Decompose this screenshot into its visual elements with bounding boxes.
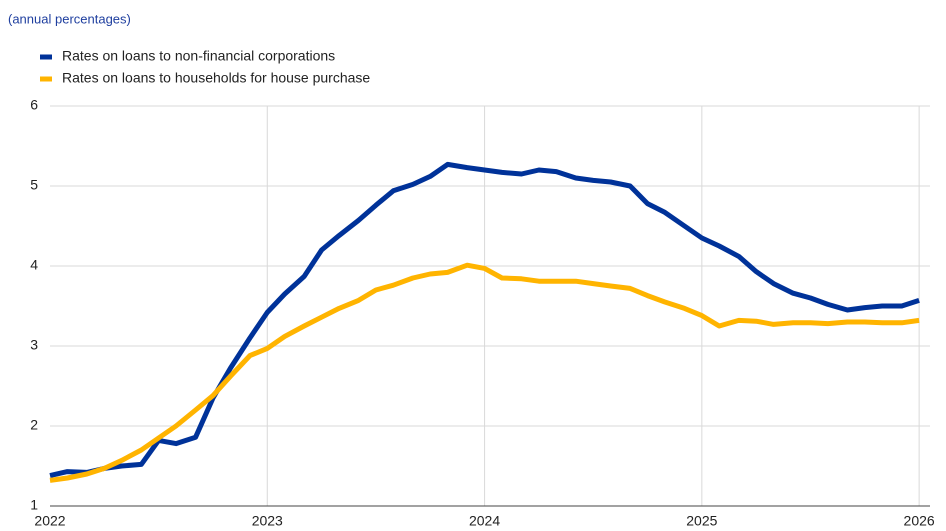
y-tick-label: 3 bbox=[30, 337, 38, 353]
y-tick-label: 4 bbox=[30, 257, 38, 273]
x-tick-label: 2025 bbox=[686, 513, 717, 529]
x-tick-label: 2026 bbox=[904, 513, 935, 529]
y-tick-label: 2 bbox=[30, 417, 38, 433]
x-tick-label: 2022 bbox=[34, 513, 65, 529]
y-tick-label: 5 bbox=[30, 177, 38, 193]
x-tick-label: 2023 bbox=[252, 513, 283, 529]
legend-label: Rates on loans to households for house p… bbox=[62, 70, 370, 86]
legend-label: Rates on loans to non-financial corporat… bbox=[62, 48, 335, 64]
x-tick-label: 2024 bbox=[469, 513, 500, 529]
series-line bbox=[49, 161, 920, 479]
series-line bbox=[49, 262, 920, 483]
y-tick-label: 1 bbox=[30, 497, 38, 513]
y-tick-label: 6 bbox=[30, 97, 38, 113]
chart-subtitle: (annual percentages) bbox=[8, 11, 131, 26]
